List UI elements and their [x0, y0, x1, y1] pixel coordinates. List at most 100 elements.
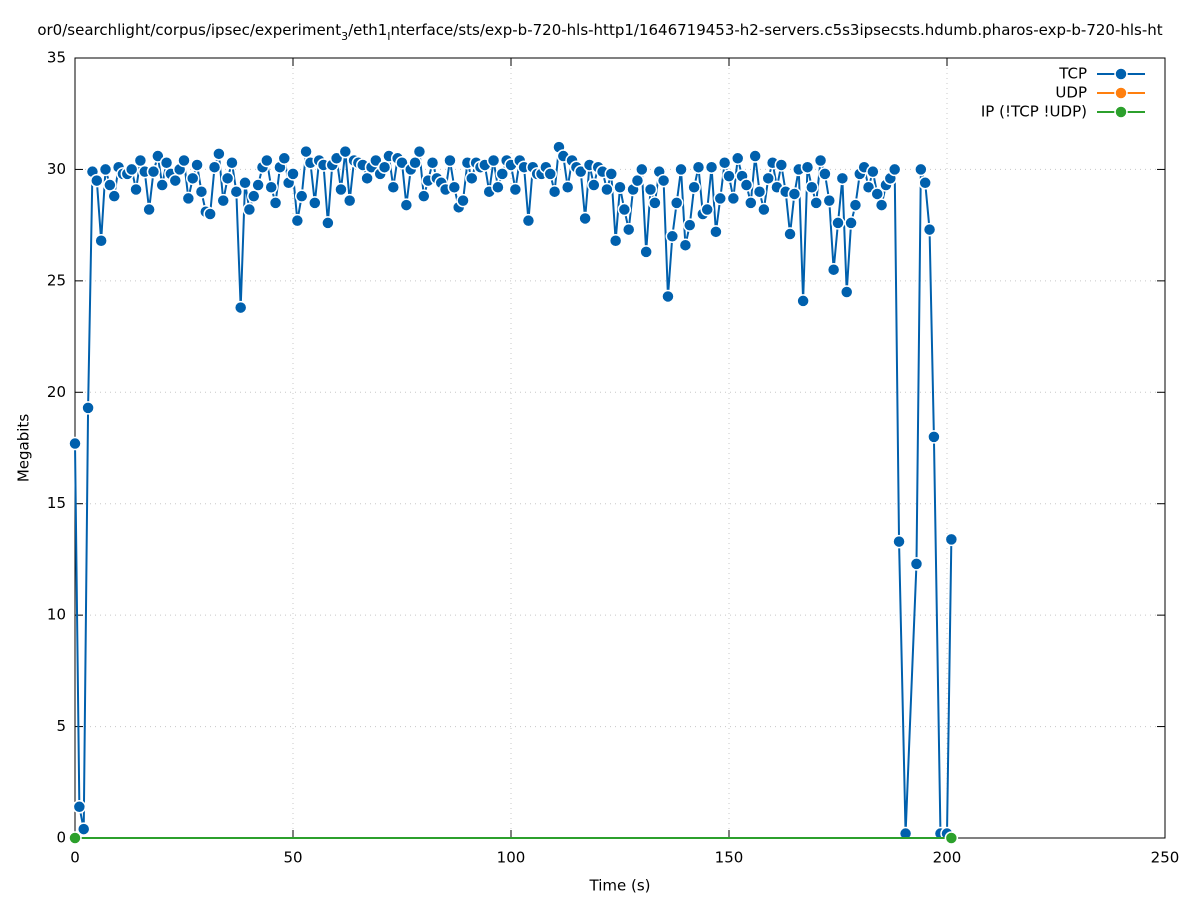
y-tick-label: 25 [47, 271, 66, 289]
data-point [757, 202, 771, 217]
data-point [395, 155, 409, 170]
data-point [661, 289, 675, 304]
data-point [124, 162, 139, 177]
data-point [604, 167, 619, 181]
grid [74, 57, 1166, 839]
data-point [412, 144, 427, 159]
data-point [678, 238, 693, 252]
data-point [656, 173, 671, 188]
y-tick-label: 10 [47, 606, 66, 624]
data-point [713, 191, 728, 206]
data-point [233, 300, 248, 315]
y-tick-label: 30 [47, 160, 66, 178]
data-point [892, 534, 906, 549]
data-point [425, 155, 440, 170]
data-point [574, 164, 588, 179]
data-point [587, 178, 601, 192]
data-point [76, 822, 91, 836]
data-point [491, 180, 505, 195]
data-point [369, 153, 383, 168]
data-point [674, 162, 688, 177]
data-point [560, 180, 575, 195]
data-point [848, 198, 863, 212]
data-point [805, 180, 819, 195]
data-point [68, 436, 82, 451]
legend-marker [1114, 105, 1128, 119]
data-point [918, 176, 932, 190]
title-text: nterface/sts/exp-b-720-hls-http1/1646719… [391, 21, 1163, 39]
data-point [190, 158, 204, 172]
data-point [146, 164, 161, 179]
x-tick-label: 50 [283, 849, 302, 867]
data-point [443, 153, 457, 168]
data-point [495, 167, 510, 181]
legend-label: UDP [1055, 84, 1087, 102]
data-point [251, 178, 265, 192]
data-point [456, 193, 470, 208]
data-point [98, 162, 113, 177]
data-point [608, 233, 623, 248]
data-point [717, 155, 732, 170]
title-text: /eth1 [348, 21, 387, 39]
data-point [783, 227, 797, 241]
data-point [944, 831, 959, 845]
data-point [465, 171, 479, 186]
title-text: or0/searchlight/corpus/ipsec/experiment [37, 21, 341, 39]
x-tick-label: 150 [715, 849, 744, 867]
data-point [508, 182, 523, 197]
data-point [151, 149, 165, 163]
data-point [835, 171, 850, 186]
data-point [739, 178, 754, 192]
data-point [748, 149, 762, 163]
x-tick-label: 250 [1151, 849, 1180, 867]
data-point [90, 173, 104, 188]
data-point [216, 193, 230, 208]
data-point [342, 193, 357, 208]
data-point [68, 831, 82, 845]
data-point [691, 160, 706, 174]
y-axis-label: Megabits [15, 414, 33, 482]
data-point [242, 202, 257, 217]
data-point [547, 184, 562, 199]
x-tick-label: 200 [933, 849, 962, 867]
y-tick-label: 20 [47, 383, 66, 401]
data-point [238, 176, 252, 190]
data-point [909, 557, 924, 571]
data-point [212, 147, 226, 161]
data-point [796, 294, 810, 308]
data-point [177, 153, 191, 168]
data-point [839, 285, 854, 299]
data-point [181, 191, 196, 206]
data-point [159, 155, 174, 170]
data-point [264, 180, 278, 195]
data-point [386, 180, 401, 195]
data-point [377, 160, 392, 174]
data-point [578, 211, 592, 226]
data-point [329, 151, 344, 166]
data-point [260, 153, 274, 168]
data-point [730, 151, 745, 166]
y-tick-label: 5 [56, 717, 66, 735]
data-point [800, 160, 815, 174]
data-point [635, 162, 649, 177]
data-point [155, 178, 169, 192]
data-point [809, 196, 823, 210]
data-point [247, 189, 261, 203]
data-point [194, 184, 209, 199]
title-subscript: I [387, 30, 390, 43]
data-point [709, 225, 723, 239]
data-point [822, 193, 837, 208]
data-point [185, 171, 200, 186]
data-point [286, 167, 300, 181]
legend-marker [1114, 67, 1128, 81]
data-point [844, 216, 858, 230]
data-point [225, 155, 239, 170]
data-point [543, 167, 557, 181]
marks [68, 140, 959, 845]
data-point [617, 202, 632, 217]
data-point [94, 233, 108, 248]
data-point [334, 182, 348, 197]
data-point [831, 216, 845, 230]
data-point [107, 189, 121, 203]
legend-label: TCP [1058, 65, 1087, 83]
